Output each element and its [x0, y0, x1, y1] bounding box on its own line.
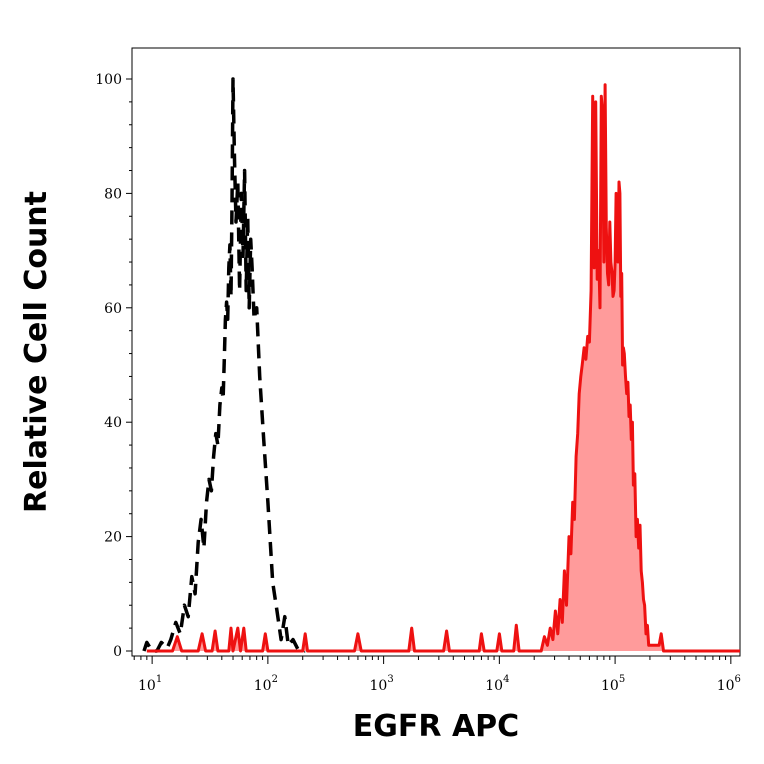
x-tick-label-2: 102: [254, 674, 278, 694]
series-0-line: [142, 77, 306, 653]
y-tick-label-20: 20: [104, 530, 122, 546]
y-tick-label-40: 40: [104, 415, 122, 431]
x-tick-label-4: 104: [485, 674, 509, 694]
x-tick-label-5: 105: [601, 674, 625, 694]
plot-area: [131, 47, 741, 657]
y-tick-label-0: 0: [113, 644, 122, 660]
x-tick-label-6: 106: [717, 674, 741, 694]
x-tick-label-3: 103: [370, 674, 394, 694]
y-tick-label-60: 60: [104, 301, 122, 317]
x-axis-title: EGFR APC: [353, 709, 519, 744]
y-tick-label-80: 80: [104, 186, 122, 202]
y-tick-label-100: 100: [95, 72, 122, 88]
series-1-fill: [146, 84, 741, 651]
series-1-line: [146, 83, 740, 653]
x-tick-label-1: 101: [138, 674, 162, 694]
series-layer: [142, 77, 741, 653]
axes-layer: 0 20 40 60 80 100 101 102 103 104 105 106: [95, 72, 741, 694]
plot-frame: [131, 47, 741, 657]
y-axis-title: Relative Cell Count: [19, 191, 54, 513]
